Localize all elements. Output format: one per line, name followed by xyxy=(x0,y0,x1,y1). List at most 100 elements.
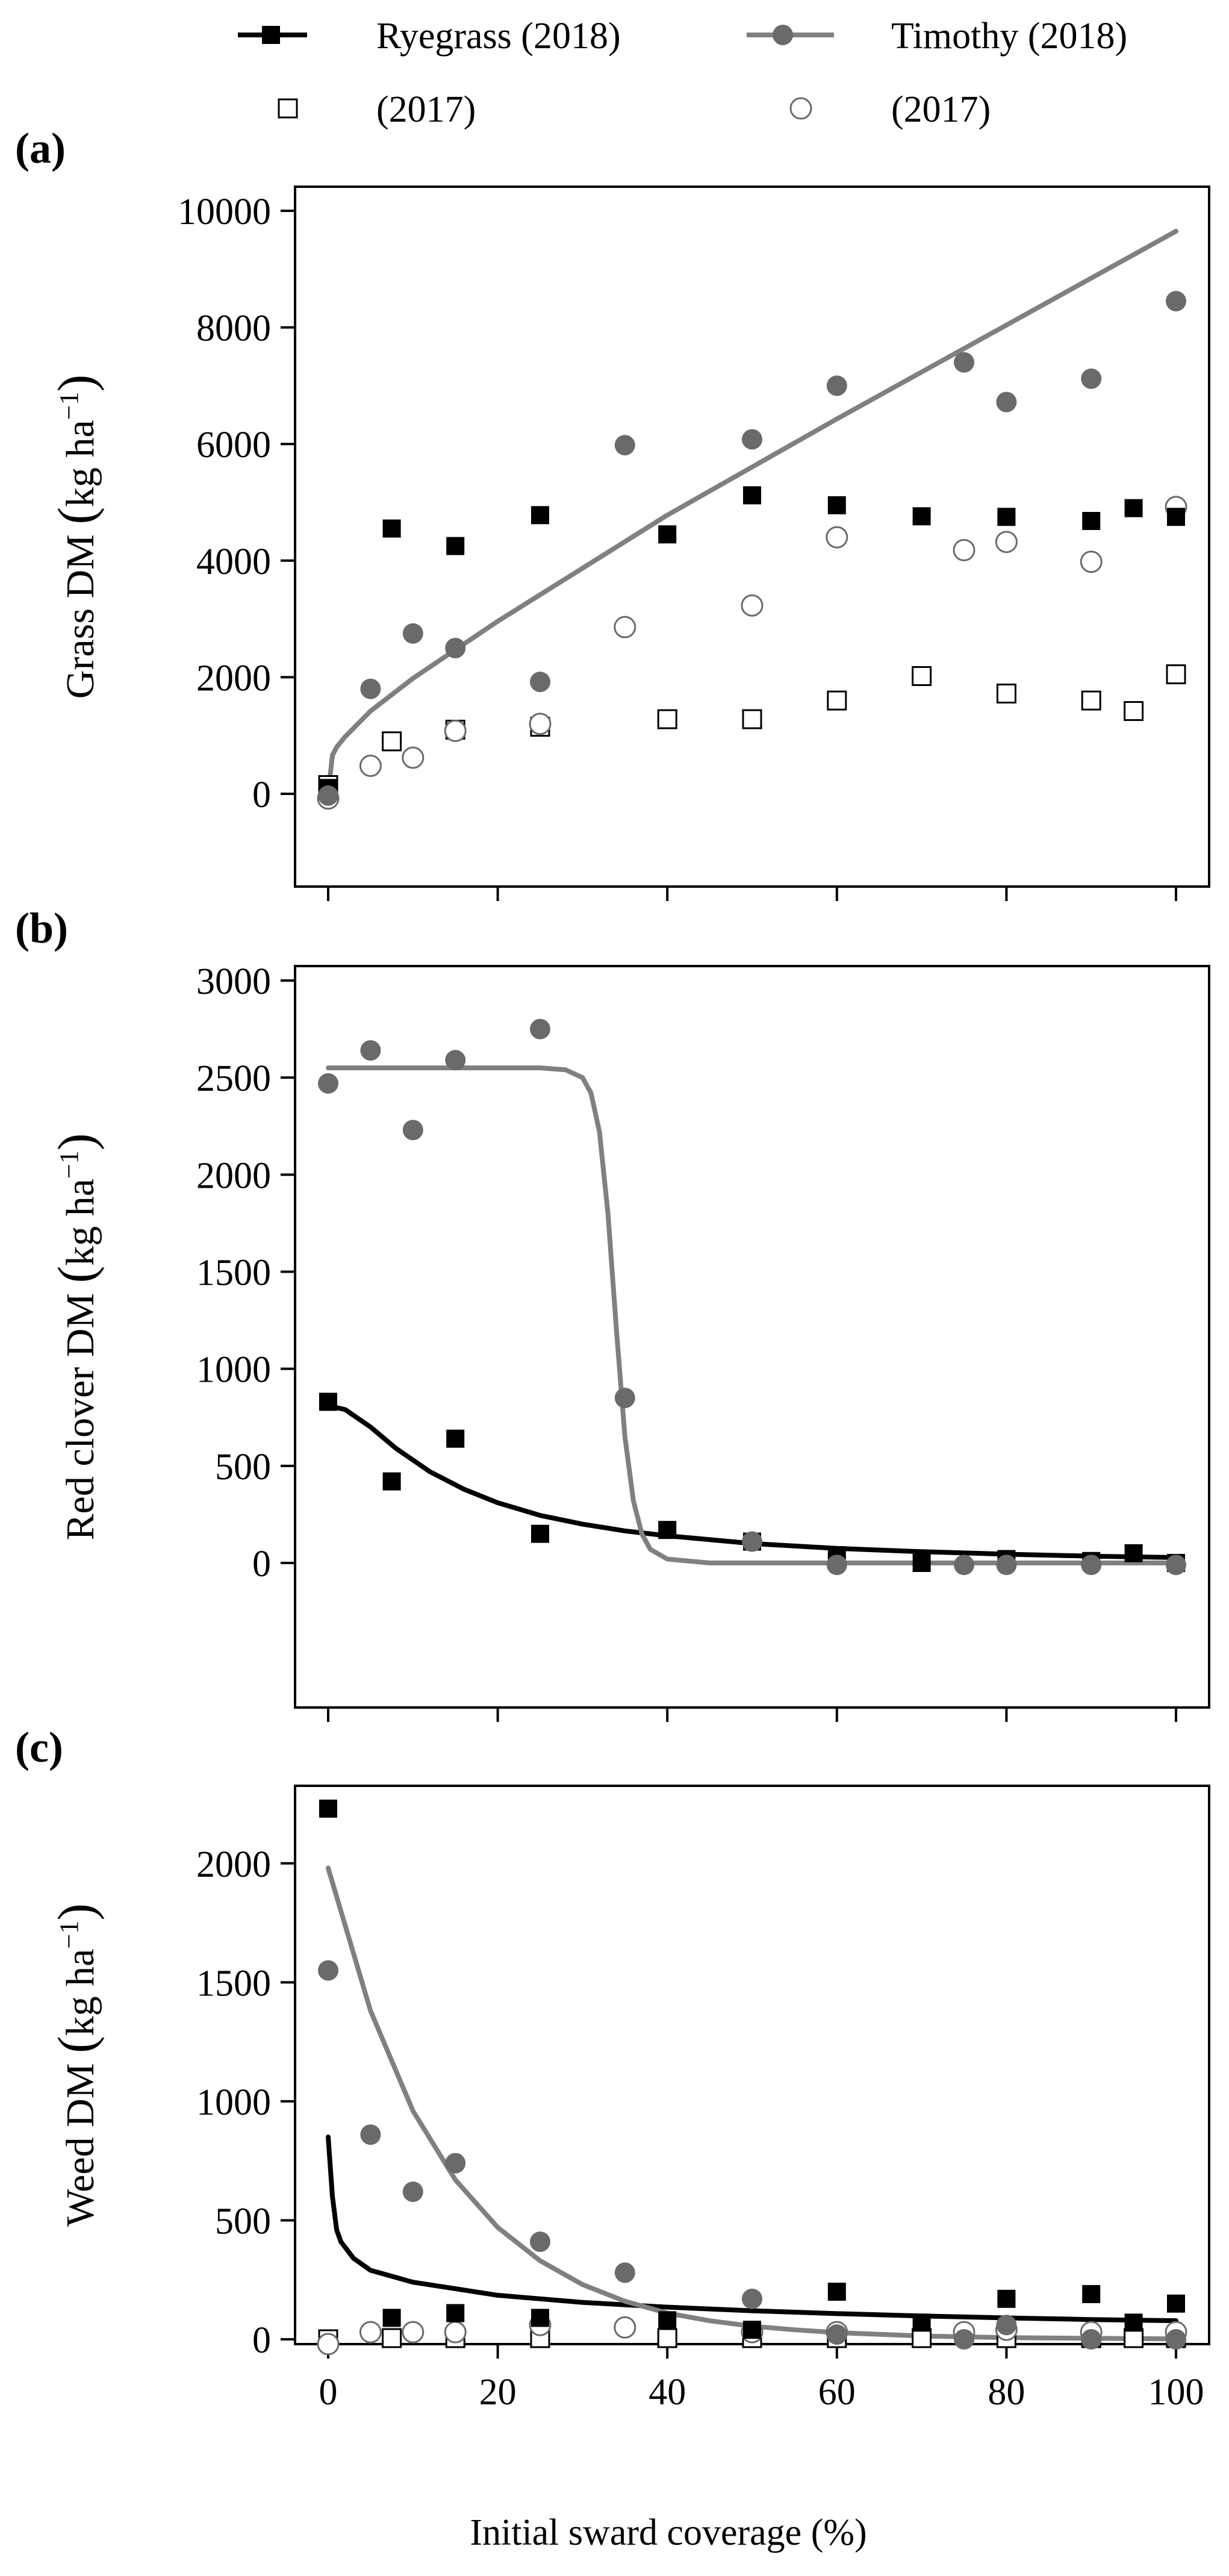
point-c-ryegrass-2018-11 xyxy=(1167,2294,1185,2313)
point-c-timothy-2017-3 xyxy=(444,2321,467,2344)
y-tick-label-c-4: 2000 xyxy=(196,1844,271,1885)
point-a-timothy-2017-10 xyxy=(1080,550,1103,573)
y-axis-label-c: Weed DM (kg ha−1) xyxy=(47,1903,105,2227)
legend-label-timothy-2018: Timothy (2018) xyxy=(891,16,1127,57)
y-axis-label-a: Grass DM (kg ha−1) xyxy=(47,375,105,699)
point-a-timothy-2018-9 xyxy=(996,391,1017,413)
point-a-timothy-2017-5 xyxy=(614,616,636,638)
point-a-ryegrass-2018-4 xyxy=(658,525,677,544)
point-b-timothy-2018-1 xyxy=(360,1040,381,1061)
point-c-timothy-2018-9 xyxy=(996,2315,1017,2336)
panel-b: (b) 0 500 1000 1500 2000 2500 3000 Red clover DM… xyxy=(15,904,1210,1722)
point-a-timothy-2017-6 xyxy=(741,594,764,617)
point-a-ryegrass-2018-2 xyxy=(446,537,465,555)
point-a-ryegrass-2017-1 xyxy=(382,731,402,752)
point-a-timothy-2018-5 xyxy=(614,435,635,456)
y-tick-label-a-4: 8000 xyxy=(196,308,271,349)
point-c-ryegrass-2018-0 xyxy=(319,1799,337,1818)
y-tick-label-b-3: 1500 xyxy=(196,1253,271,1294)
point-c-ryegrass-2018-3 xyxy=(531,2309,549,2327)
point-c-timothy-2018-2 xyxy=(402,2181,423,2203)
x-tick-label-c-0: 0 xyxy=(319,2372,338,2413)
point-a-ryegrass-2018-8 xyxy=(997,508,1016,526)
point-a-ryegrass-2017-6 xyxy=(827,690,847,711)
point-a-timothy-2017-9 xyxy=(995,531,1018,554)
fit-line-a-timothy-fit xyxy=(326,228,1178,796)
point-c-ryegrass-2018-8 xyxy=(997,2289,1016,2308)
point-b-ryegrass-2018-3 xyxy=(531,1524,549,1543)
point-b-timothy-2018-7 xyxy=(826,1555,847,1576)
point-b-timothy-2018-9 xyxy=(996,1555,1017,1576)
point-c-ryegrass-2018-4 xyxy=(658,2311,677,2330)
point-c-timothy-2018-8 xyxy=(954,2329,974,2350)
point-a-ryegrass-2017-11 xyxy=(1166,664,1186,685)
point-a-timothy-2017-4 xyxy=(529,713,552,735)
point-a-ryegrass-2018-1 xyxy=(382,519,401,538)
y-tick-label-c-1: 500 xyxy=(215,2201,271,2242)
point-c-ryegrass-2017-10 xyxy=(1124,2328,1144,2348)
point-b-ryegrass-2018-2 xyxy=(446,1429,465,1448)
point-c-ryegrass-2018-5 xyxy=(743,2321,761,2339)
point-c-timothy-2018-3 xyxy=(445,2153,466,2174)
point-a-ryegrass-2018-3 xyxy=(531,506,549,525)
y-tick-label-c-2: 1000 xyxy=(196,2082,271,2123)
point-c-timothy-2018-10 xyxy=(1081,2329,1102,2350)
point-b-timothy-2018-11 xyxy=(1166,1555,1186,1576)
point-c-timothy-2018-5 xyxy=(614,2262,635,2283)
point-c-timothy-2018-11 xyxy=(1166,2329,1186,2350)
y-tick-label-c-3: 1500 xyxy=(196,1963,271,2004)
point-b-timothy-2018-0 xyxy=(318,1073,338,1094)
x-tick-label-c-1: 20 xyxy=(479,2372,517,2413)
point-c-timothy-2018-4 xyxy=(530,2231,550,2253)
point-c-timothy-2017-2 xyxy=(402,2321,425,2344)
point-b-timothy-2018-10 xyxy=(1081,1555,1102,1576)
point-a-ryegrass-2018-10 xyxy=(1124,499,1143,517)
point-a-ryegrass-2017-8 xyxy=(996,684,1016,704)
plot-frame-a xyxy=(294,186,1210,888)
point-b-ryegrass-2018-10 xyxy=(1124,1544,1143,1562)
panel-c: (c) 0 500 1000 1500 2000 0 20 40 60 80 100 Weed DM (… xyxy=(15,1723,1210,2413)
point-b-timothy-2018-4 xyxy=(530,1018,550,1040)
legend-marker-timothy-2018 xyxy=(773,25,793,45)
point-a-ryegrass-2017-9 xyxy=(1081,690,1101,711)
y-tick-label-a-1: 2000 xyxy=(196,658,271,699)
point-b-ryegrass-2018-0 xyxy=(319,1392,337,1411)
y-tick-label-a-5: 10000 xyxy=(178,192,271,232)
point-b-timothy-2018-2 xyxy=(402,1120,423,1141)
point-c-ryegrass-2018-9 xyxy=(1082,2284,1101,2303)
y-tick-label-b-0: 0 xyxy=(252,1544,271,1585)
y-tick-label-c-0: 0 xyxy=(252,2320,271,2361)
point-a-timothy-2017-3 xyxy=(444,719,467,742)
plot-frame-c xyxy=(294,1785,1210,2345)
point-a-ryegrass-2017-10 xyxy=(1124,701,1144,722)
point-a-ryegrass-2017-4 xyxy=(657,709,677,729)
point-c-ryegrass-2018-2 xyxy=(446,2304,465,2322)
y-tick-label-b-1: 500 xyxy=(215,1447,271,1488)
legend-marker-ryegrass-2017 xyxy=(278,98,298,119)
point-a-ryegrass-2018-9 xyxy=(1082,511,1101,530)
point-a-timothy-2017-2 xyxy=(402,746,425,769)
x-tick-label-c-3: 60 xyxy=(818,2372,856,2413)
point-a-timothy-2018-2 xyxy=(402,623,423,644)
point-c-ryegrass-2018-1 xyxy=(382,2309,401,2327)
y-axis-label-b: Red clover DM (kg ha−1) xyxy=(47,1134,105,1541)
point-c-ryegrass-2017-1 xyxy=(382,2328,402,2348)
point-b-timothy-2018-6 xyxy=(742,1531,762,1552)
point-a-ryegrass-2017-7 xyxy=(912,666,932,686)
x-axis-label: Initial sward coverage (%) xyxy=(470,2512,867,2553)
point-a-timothy-2018-11 xyxy=(1166,291,1186,312)
fit-line-c-ryegrass-fit xyxy=(326,2135,1178,2324)
legend: Ryegrass (2018) Timothy (2018) (2017) (2017… xyxy=(238,16,1127,130)
y-tick-label-b-4: 2000 xyxy=(196,1155,271,1196)
point-c-ryegrass-2017-7 xyxy=(912,2328,932,2348)
point-c-timothy-2018-7 xyxy=(826,2324,847,2345)
point-c-ryegrass-2017-4 xyxy=(657,2328,677,2348)
fit-line-c-timothy-fit xyxy=(326,1865,1178,2342)
panel-label-a: (a) xyxy=(15,124,66,172)
point-a-timothy-2018-1 xyxy=(360,678,381,699)
point-c-timothy-2018-0 xyxy=(318,1960,338,1981)
point-a-timothy-2018-7 xyxy=(826,375,847,396)
panel-label-c: (c) xyxy=(15,1723,63,1771)
